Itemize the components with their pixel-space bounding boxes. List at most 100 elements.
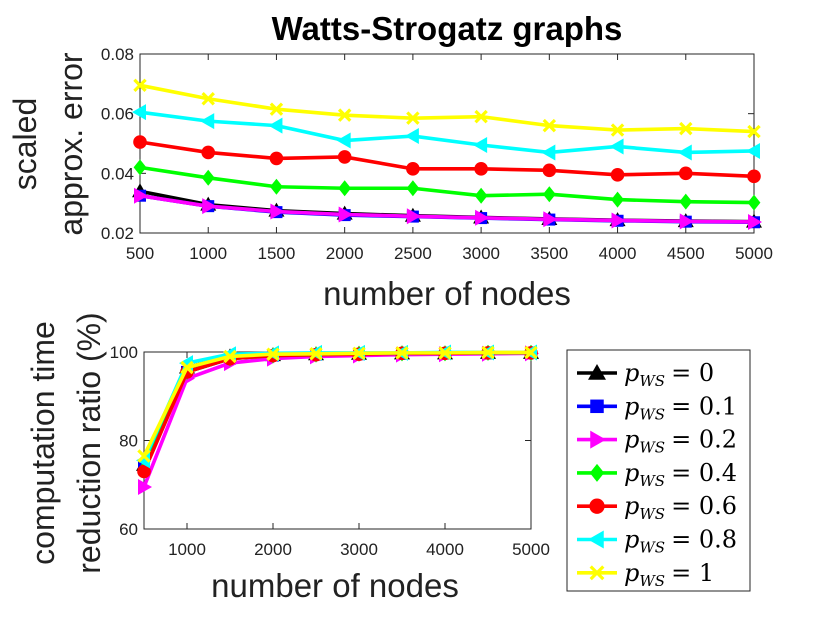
error-data-point xyxy=(337,108,352,122)
error-x-tick-label: 3500 xyxy=(530,244,568,263)
legend-entry-label: pWS = 0 xyxy=(624,359,714,390)
time-x-tick-label: 3000 xyxy=(340,540,378,559)
error-series-line xyxy=(139,110,755,155)
error-data-point xyxy=(748,213,762,230)
error-data-point xyxy=(336,132,351,149)
error-x-tick-label: 4000 xyxy=(599,244,637,263)
error-chart: Watts-Strogatz graphs 0.02 0.04 0.06 0.08 50… xyxy=(7,10,773,312)
error-data-point xyxy=(270,178,283,195)
error-data-point xyxy=(747,169,761,184)
error-data-point xyxy=(133,159,147,176)
error-data-point xyxy=(679,213,694,230)
error-x-tick-label: 5000 xyxy=(735,244,773,263)
time-series-line xyxy=(142,350,531,457)
legend-marker xyxy=(588,530,604,549)
error-data-point xyxy=(338,206,353,223)
error-x-tick-label: 2500 xyxy=(394,244,432,263)
error-data-point xyxy=(406,162,420,176)
legend-entry-label: pWS = 0.2 xyxy=(624,426,737,457)
legend-entry-label: pWS = 0.4 xyxy=(624,459,737,490)
error-data-point xyxy=(475,209,490,226)
error-y-tick-label: 0.04 xyxy=(101,164,134,183)
time-x-label: number of nodes xyxy=(211,567,459,604)
error-data-point xyxy=(610,123,625,137)
error-data-point xyxy=(133,78,147,93)
error-series-line xyxy=(139,165,755,205)
time-chart: 60 80 100 1000 2000 3000 4000 5000 number of no… xyxy=(25,312,550,604)
error-data-point xyxy=(746,142,760,159)
legend-entry-label: pWS = 0.8 xyxy=(624,526,737,557)
error-data-point xyxy=(474,162,488,176)
error-data-point xyxy=(133,135,147,149)
time-y-label-line1: computation time xyxy=(25,321,61,565)
error-y-label-line2: approx. error xyxy=(53,52,89,236)
error-x-tick-label: 2000 xyxy=(326,244,364,263)
error-data-point xyxy=(541,144,556,161)
error-data-point xyxy=(677,144,692,161)
time-data-point xyxy=(438,346,452,360)
error-y-tick-label: 0.06 xyxy=(101,105,134,124)
error-series-line xyxy=(139,193,755,224)
time-x-tick-label: 5000 xyxy=(512,540,550,559)
time-y-tick-label: 100 xyxy=(110,343,138,362)
error-data-point xyxy=(269,151,284,166)
error-data-point xyxy=(747,124,761,139)
error-data-point xyxy=(406,208,421,225)
error-data-point xyxy=(268,117,283,134)
error-data-point xyxy=(474,109,488,124)
time-x-tick-label: 1000 xyxy=(168,540,206,559)
error-plot-frame xyxy=(139,53,755,234)
error-data-point xyxy=(200,113,215,130)
time-data-point xyxy=(266,347,280,361)
error-data-point xyxy=(542,118,557,133)
error-series-line xyxy=(139,140,755,179)
error-data-point xyxy=(132,104,146,121)
error-data-point xyxy=(609,138,624,155)
legend-marker xyxy=(590,430,606,449)
legend-marker xyxy=(589,565,605,581)
time-y-tick-label: 80 xyxy=(119,432,138,451)
time-data-point xyxy=(395,346,409,360)
error-data-point xyxy=(542,186,556,203)
time-data-point xyxy=(309,347,323,361)
time-data-point xyxy=(180,360,194,375)
time-data-point xyxy=(223,349,237,364)
error-y-tick-label: 0.08 xyxy=(101,45,134,64)
error-x-tick-label: 1500 xyxy=(258,244,296,263)
time-x-tick-label: 2000 xyxy=(254,540,292,559)
error-x-tick-label: 1000 xyxy=(189,244,227,263)
error-data-point xyxy=(201,169,215,186)
legend-marker xyxy=(589,498,605,514)
error-data-point xyxy=(679,121,693,136)
error-data-point xyxy=(679,193,693,210)
legend-entry-label: pWS = 0.6 xyxy=(624,492,737,523)
time-data-point xyxy=(524,345,538,360)
error-data-point xyxy=(201,92,215,106)
error-series-line xyxy=(139,83,755,134)
time-data-point xyxy=(481,345,495,360)
time-data-point xyxy=(138,478,152,495)
error-y-tick-label: 0.02 xyxy=(101,224,134,243)
time-data-point xyxy=(137,464,151,479)
error-series xyxy=(132,78,762,230)
error-data-point xyxy=(474,187,488,204)
chart-title: Watts-Strogatz graphs xyxy=(272,10,623,47)
error-data-point xyxy=(338,180,352,197)
time-y-label-line2: reduction ratio (%) xyxy=(71,312,107,573)
error-data-point xyxy=(134,187,148,204)
error-data-point xyxy=(406,180,420,197)
time-x-tick-label: 4000 xyxy=(426,540,464,559)
error-data-point xyxy=(473,136,488,153)
time-series xyxy=(136,344,539,495)
error-data-point xyxy=(270,203,285,220)
error-x-tick-label: 4500 xyxy=(667,244,705,263)
error-data-point xyxy=(610,168,625,182)
time-plot-frame xyxy=(143,351,532,530)
legend-entry-label: pWS = 1 xyxy=(624,559,714,590)
error-x-tick-label: 500 xyxy=(126,244,154,263)
error-ticks: 0.02 0.04 0.06 0.08 500 1000 1500 2000 2500 3000 3… xyxy=(101,45,773,263)
legend-entry-label: pWS = 0.1 xyxy=(624,392,737,423)
error-data-point xyxy=(201,145,216,160)
